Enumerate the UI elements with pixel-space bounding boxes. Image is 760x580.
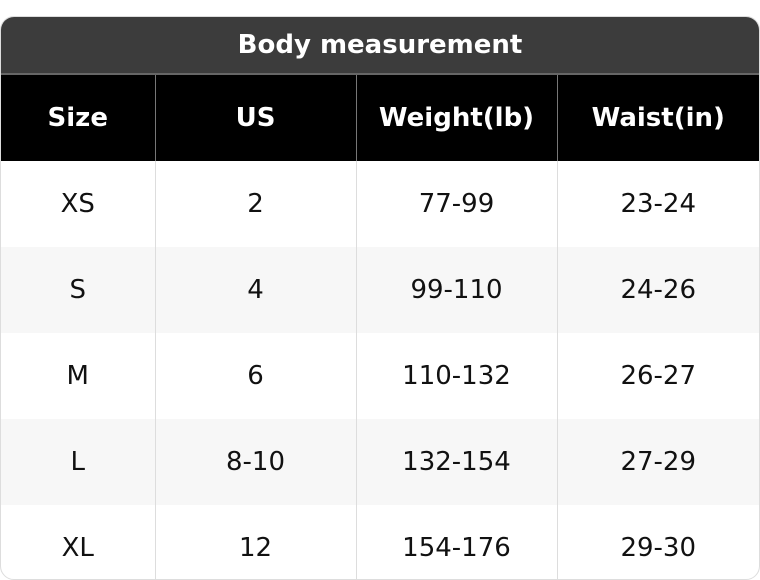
cell-size: M <box>66 361 89 391</box>
cell-weight: 99-110 <box>355 247 557 333</box>
cell-us: 4 <box>154 247 356 333</box>
cell-waist: 26-27 <box>556 333 759 419</box>
table-title: Body measurement <box>1 17 759 75</box>
header-us: US <box>154 75 356 161</box>
cell-size: XS <box>60 189 95 219</box>
table-row: M 6 110-132 26-27 <box>1 333 759 419</box>
cell-weight: 77-99 <box>355 161 557 247</box>
measurement-table: Size US Weight(lb) Waist(in) XS 2 77-99 23-… <box>1 75 759 579</box>
table-row: L 8-10 132-154 27-29 <box>1 419 759 505</box>
cell-us: 2 <box>154 161 356 247</box>
cell-us: 8-10 <box>154 419 356 505</box>
cell-size: S <box>1 247 155 333</box>
table-row: S 4 99-110 24-26 <box>1 247 759 333</box>
cell-waist: 27-29 <box>556 419 759 505</box>
cell-weight: 132-154 <box>355 419 557 505</box>
header-waist: Waist(in) <box>556 75 759 161</box>
cell-size: L <box>1 419 155 505</box>
cell-us: 6 <box>154 333 356 419</box>
cell-weight: 110-132 <box>355 333 557 419</box>
size-chart: Body measurement Size US Weight(lb) Wais… <box>0 16 760 580</box>
cell-waist: 23-24 <box>556 161 759 247</box>
cell-waist: 29-30 <box>556 505 759 579</box>
header-weight: Weight(lb) <box>355 75 557 161</box>
cell-size: XL <box>61 533 94 563</box>
table-row: XL 12 154-176 29-30 <box>1 505 759 579</box>
header-row: Size US Weight(lb) Waist(in) <box>1 75 759 161</box>
header-size: Size <box>1 75 155 161</box>
cell-waist: 24-26 <box>556 247 759 333</box>
cell-weight: 154-176 <box>355 505 557 579</box>
cell-us: 12 <box>154 505 356 579</box>
table-row: XS 2 77-99 23-24 <box>1 161 759 247</box>
